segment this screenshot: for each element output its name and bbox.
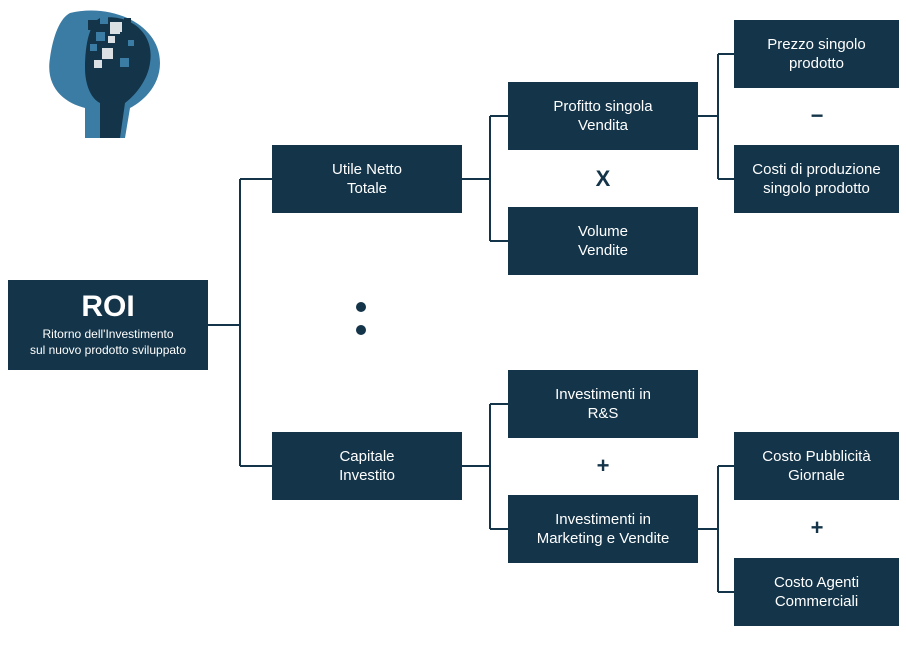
node-costo-pubblicita: Costo Pubblicità Giornale [734,432,899,500]
node-prezzo-singolo: Prezzo singolo prodotto [734,20,899,88]
brand-logo [30,8,180,143]
operator-plus-2: + [805,516,829,540]
node-profitto-singola-vendita: Profitto singola Vendita [508,82,698,150]
node-capitale-investito: Capitale Investito [272,432,462,500]
roi-title: ROI [81,292,134,322]
node-investimenti-rs: Investimenti in R&S [508,370,698,438]
roi-sub2: sul nuovo prodotto sviluppato [30,342,186,358]
node-volume-vendite: Volume Vendite [508,207,698,275]
roi-sub1: Ritorno dell'Investimento [42,326,173,342]
node-costo-agenti: Costo Agenti Commerciali [734,558,899,626]
operator-divide-dot [356,302,366,312]
node-roi: ROI Ritorno dell'Investimento sul nuovo … [8,280,208,370]
operator-plus-1: + [591,454,615,478]
operator-divide-dot [356,325,366,335]
node-utile-netto: Utile Netto Totale [272,145,462,213]
operator-minus: − [805,104,829,128]
node-costi-produzione: Costi di produzione singolo prodotto [734,145,899,213]
node-investimenti-marketing: Investimenti in Marketing e Vendite [508,495,698,563]
operator-multiply: X [591,167,615,191]
